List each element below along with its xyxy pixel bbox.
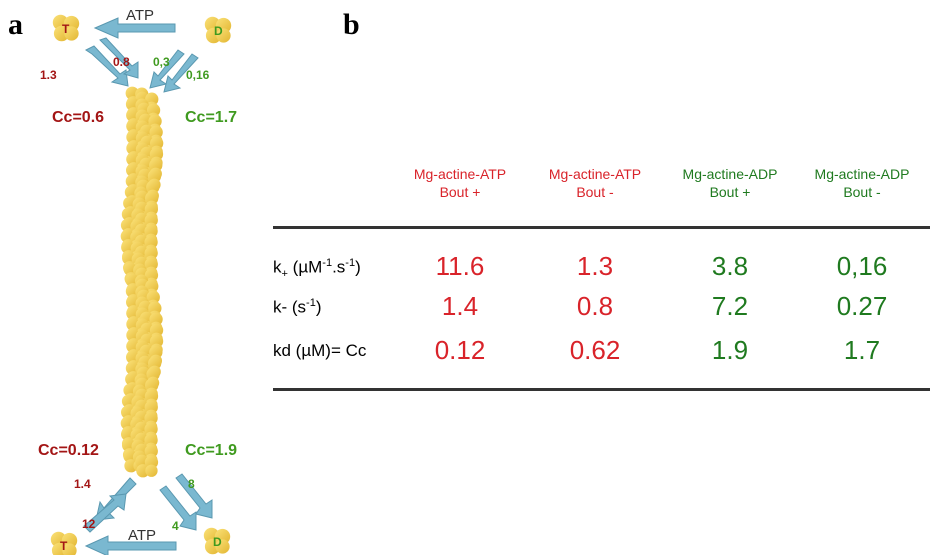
cell-kd-adp-minus: 1.7	[843, 335, 881, 365]
header-adp-minus: Mg-actine-ADP Bout -	[814, 166, 910, 200]
row-label-kplus: k+ (µM-1.s-1)	[273, 257, 361, 281]
cell-kd-adp-plus: 1.9	[711, 335, 749, 365]
top-left-arrows	[85, 37, 139, 87]
top-d-rate-off: 0,16	[186, 68, 210, 82]
cell-kd-atp-plus: 0.12	[434, 335, 486, 365]
cell-kplus-atp-minus: 1.3	[576, 251, 614, 281]
cell-kplus-adp-plus: 3.8	[711, 251, 749, 281]
table-bottom-rule	[273, 388, 930, 391]
table-row-kplus: k+ (µM-1.s-1) 11.6 1.3 3.8 0,16	[273, 251, 930, 291]
cell-kminus-atp-minus: 0.8	[576, 291, 614, 321]
table-row-kd: kd (µM)= Cc 0.12 0.62 1.9 1.7	[273, 335, 930, 375]
top-d-rate-on: 0,3	[153, 55, 170, 69]
cell-kplus-adp-minus: 0,16	[836, 251, 888, 281]
panel-label-a: a	[8, 8, 23, 41]
cell-kminus-atp-plus: 1.4	[441, 291, 479, 321]
cell-kminus-adp-plus: 7.2	[711, 291, 749, 321]
table-row-kminus: k- (s-1) 1.4 0.8 7.2 0.27	[273, 291, 930, 331]
actin-filament-diagram: ATP T D 1.3 0.8 0,3 0,16 Cc=0.6 Cc=1.7 C…	[38, 7, 237, 555]
bottom-cc-red: Cc=0.12	[38, 442, 99, 459]
bottom-atp-arrow	[84, 535, 177, 555]
actin-monomer	[135, 454, 159, 478]
bottom-t-label: T	[60, 539, 68, 553]
bottom-cc-green: Cc=1.9	[185, 442, 237, 459]
top-t-rate-on: 1.3	[40, 68, 57, 82]
top-atp-label: ATP	[126, 7, 154, 24]
actin-filament	[120, 86, 164, 478]
rate-constants-table: Mg-actine-ATP Bout + Mg-actine-ATP Bout - …	[273, 165, 930, 391]
cell-kd-atp-minus: 0.62	[569, 335, 621, 365]
bottom-t-rate-off: 1.4	[74, 477, 91, 491]
bottom-right-arrows	[159, 473, 213, 531]
header-adp-plus: Mg-actine-ADP Bout +	[682, 166, 778, 200]
top-cc-red: Cc=0.6	[52, 109, 104, 126]
bottom-d-label: D	[213, 535, 222, 549]
panel-label-b: b	[343, 8, 360, 41]
bottom-t-rate-on: 12	[82, 517, 96, 531]
bottom-d-rate-on: 4	[172, 519, 179, 533]
cell-kminus-adp-minus: 0.27	[836, 291, 888, 321]
row-label-kd: kd (µM)= Cc	[273, 341, 367, 360]
bottom-left-arrows	[83, 477, 137, 533]
top-cc-green: Cc=1.7	[185, 109, 237, 126]
table-header: Mg-actine-ATP Bout + Mg-actine-ATP Bout - …	[273, 165, 930, 223]
top-d-label: D	[214, 24, 223, 38]
bottom-atp-label: ATP	[128, 527, 156, 544]
header-atp-minus: Mg-actine-ATP Bout -	[548, 166, 642, 200]
top-atp-arrow	[93, 17, 176, 39]
top-right-arrows	[149, 49, 199, 93]
cell-kplus-atp-plus: 11.6	[435, 251, 485, 281]
header-atp-plus: Mg-actine-ATP Bout +	[413, 166, 507, 200]
table-top-rule	[273, 226, 930, 229]
bottom-d-rate-off: 8	[188, 477, 195, 491]
top-t-label: T	[62, 22, 70, 36]
row-label-kminus: k- (s-1)	[273, 297, 322, 317]
top-t-rate-off: 0.8	[113, 55, 130, 69]
